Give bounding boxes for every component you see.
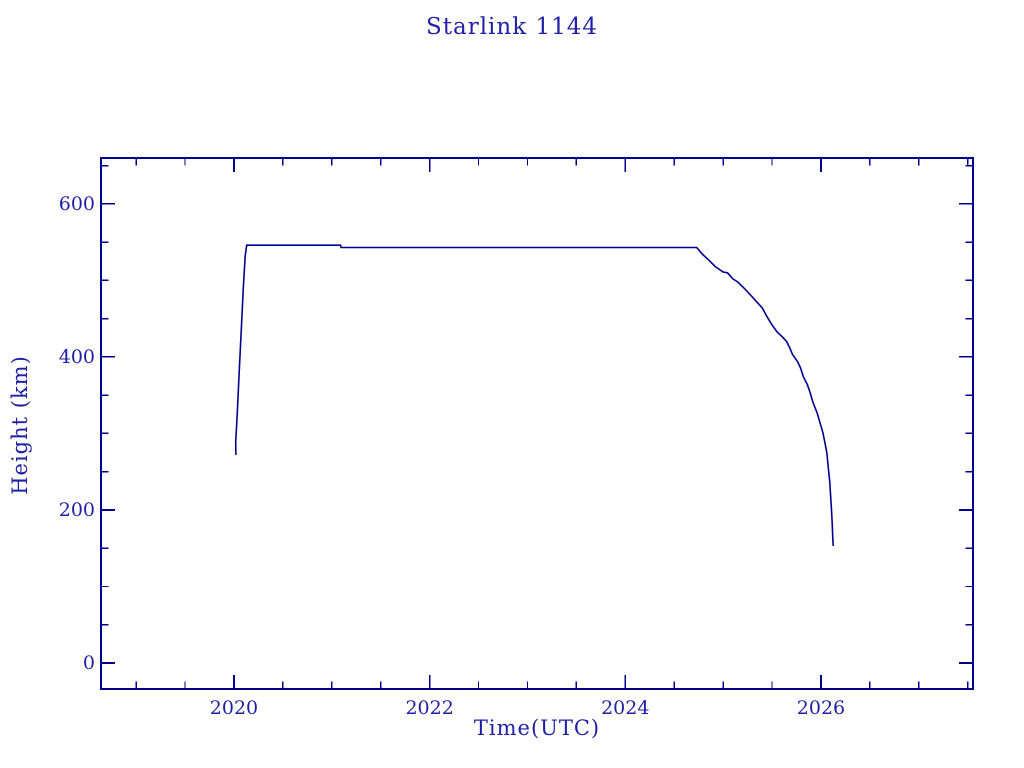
x-tick-label: 2026 bbox=[796, 697, 846, 719]
x-tick-label: 2020 bbox=[209, 697, 259, 719]
y-tick-label: 0 bbox=[82, 651, 95, 674]
plot-frame bbox=[100, 157, 974, 690]
y-axis-label: Height (km) bbox=[8, 355, 32, 495]
x-tick-label: 2024 bbox=[601, 697, 650, 719]
height-series-line bbox=[234, 244, 834, 546]
y-tick-label: 600 bbox=[58, 192, 95, 215]
x-axis-label: Time(UTC) bbox=[473, 716, 601, 740]
chart-title: Starlink 1144 bbox=[425, 14, 598, 40]
x-tick-label: 2022 bbox=[405, 697, 454, 719]
y-tick-label: 400 bbox=[58, 345, 95, 368]
y-tick-label: 200 bbox=[58, 498, 95, 521]
